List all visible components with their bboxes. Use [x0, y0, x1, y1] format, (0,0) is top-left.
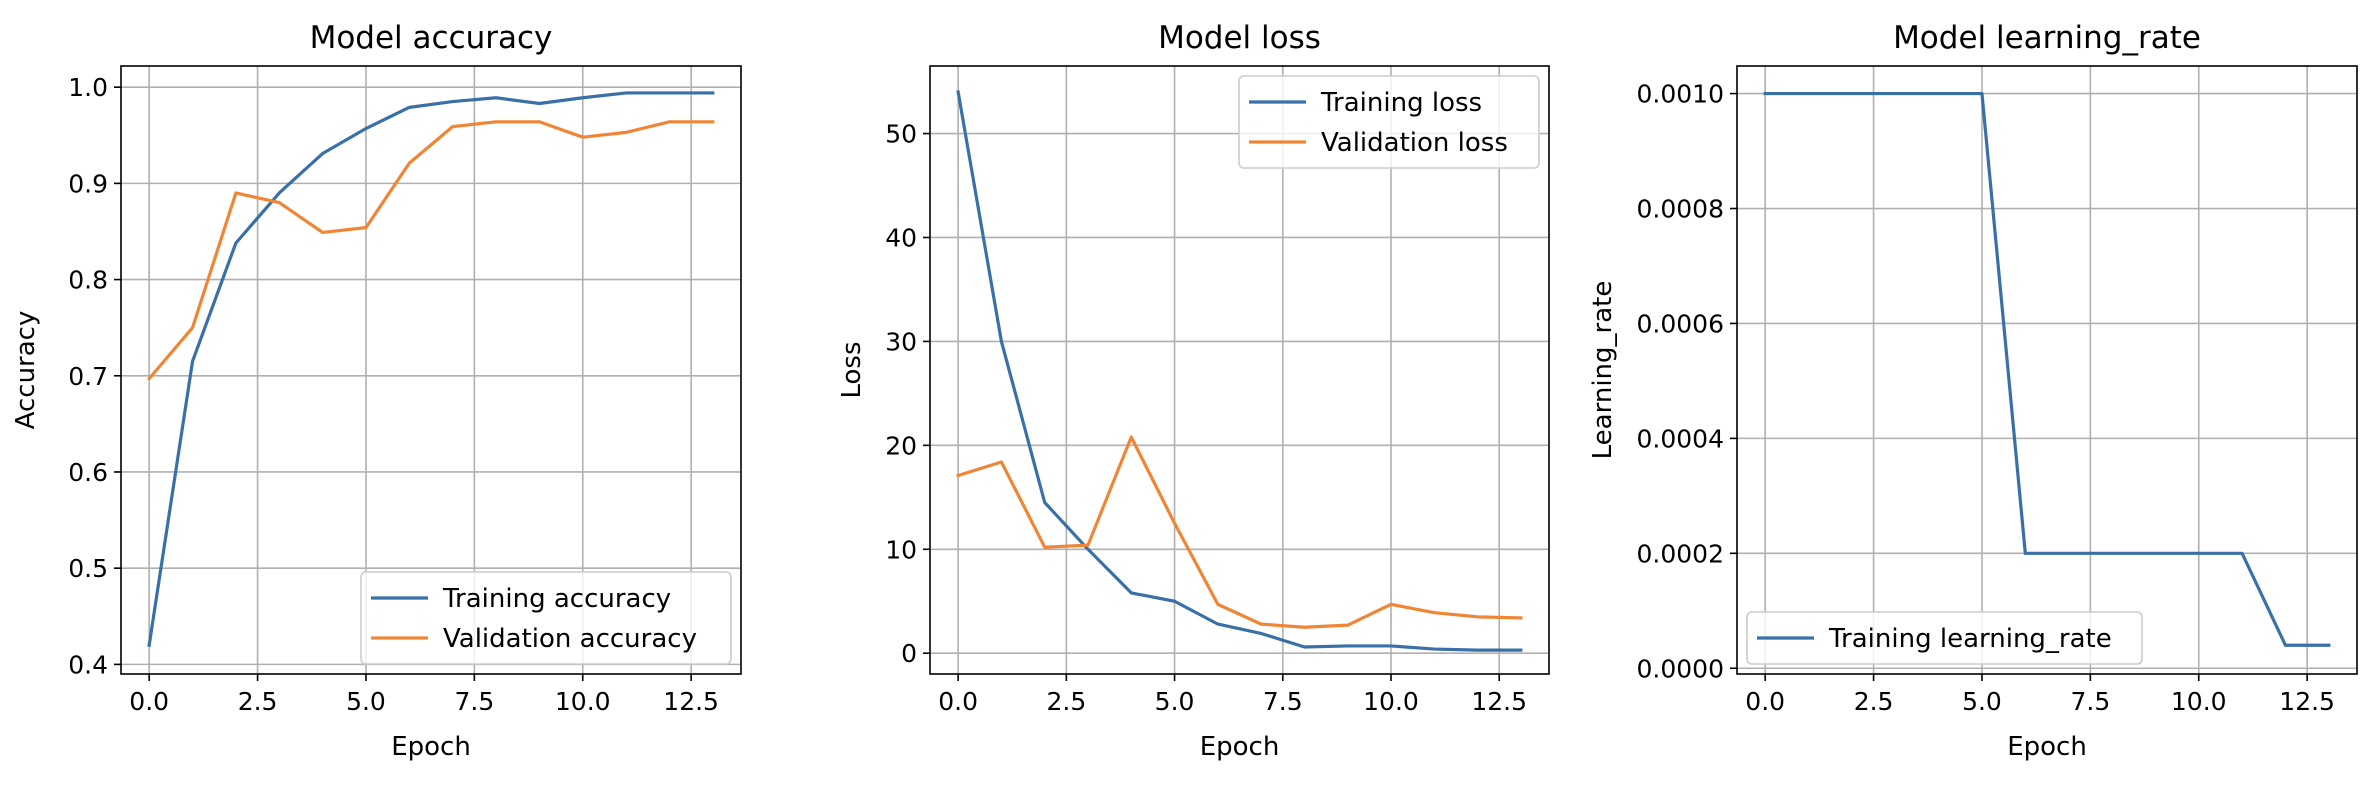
legend: Training learning_rate [1746, 611, 2143, 665]
x-tick-label: 2.5 [1046, 687, 1086, 716]
x-axis-label: Epoch [1200, 732, 1280, 762]
x-tick-label: 5.0 [1155, 687, 1195, 716]
legend: Training loss Validation loss [1238, 75, 1540, 169]
x-tick-label: 0.0 [1745, 687, 1785, 716]
y-axis-label: Learning_rate [1588, 281, 1618, 460]
legend-label: Training loss [1320, 88, 1482, 118]
x-tick-label: 10.0 [1363, 687, 1419, 716]
x-tick-label: 0.0 [129, 687, 169, 716]
x-tick-label: 5.0 [346, 687, 386, 716]
y-tick-label: 0.8 [68, 266, 108, 295]
x-tick-label: 0.0 [938, 687, 978, 716]
series-line-1 [1763, 91, 2331, 647]
chart-title: Model loss [1158, 20, 1321, 56]
x-tick-label: 7.5 [1263, 687, 1303, 716]
y-tick-label: 0.7 [68, 362, 108, 391]
x-tick-label: 12.5 [2279, 687, 2335, 716]
y-tick-label: 0.0006 [1637, 309, 1724, 338]
x-tick-label: 7.5 [454, 687, 494, 716]
chart-title: Model accuracy [310, 20, 553, 56]
y-axis-label: Loss [837, 341, 867, 398]
y-tick-label: 40 [885, 223, 917, 252]
chart-panel-3: 0.0 2.5 5.0 7.5 10.0 12.5 0.0000 0.0002 0.0004 0.… [1588, 20, 2358, 762]
x-tick-label: 10.0 [2171, 687, 2227, 716]
y-tick-label: 0.9 [68, 169, 108, 198]
y-tick-label: 20 [885, 431, 917, 460]
y-tick-label: 0.5 [68, 554, 108, 583]
series-line-2 [146, 120, 715, 381]
legend-box [1238, 75, 1540, 169]
y-tick-label: 30 [885, 327, 917, 356]
x-axis-label: Epoch [391, 732, 471, 762]
chart-title: Model learning_rate [1893, 20, 2201, 56]
y-tick-label: 1.0 [68, 73, 108, 102]
y-tick-label: 0.0000 [1637, 654, 1724, 683]
x-tick-label: 12.5 [1471, 687, 1527, 716]
y-axis-label: Accuracy [11, 311, 41, 430]
y-tick-label: 0.0004 [1637, 424, 1724, 453]
axes-frame [1736, 65, 2358, 675]
y-tick-label: 10 [885, 535, 917, 564]
x-tick-label: 10.0 [555, 687, 611, 716]
series-line-1 [956, 90, 1523, 652]
legend-label: Validation accuracy [443, 624, 697, 654]
legend-box [1746, 611, 2143, 665]
y-tick-label: 0 [901, 639, 917, 668]
legend-box [360, 571, 732, 665]
x-tick-label: 7.5 [2070, 687, 2110, 716]
legend-label: Training accuracy [442, 584, 671, 614]
x-tick-label: 12.5 [663, 687, 719, 716]
legend-label: Validation loss [1321, 128, 1508, 158]
axes-frame [929, 65, 1550, 675]
series-line-1 [147, 91, 715, 647]
legend: Training accuracy Validation accuracy [360, 571, 732, 665]
chart-panel-1: 0.0 2.5 5.0 7.5 10.0 12.5 0.4 0.5 0.6 0.7 0.8 0.9 1.… [11, 20, 742, 762]
x-tick-label: 5.0 [1962, 687, 2002, 716]
series-line-2 [956, 435, 1523, 629]
y-tick-label: 0.0010 [1637, 80, 1724, 109]
y-tick-label: 0.4 [68, 650, 108, 679]
y-tick-label: 50 [885, 120, 917, 149]
x-tick-label: 2.5 [238, 687, 278, 716]
legend-label: Training learning_rate [1828, 624, 2112, 654]
y-tick-label: 0.0008 [1637, 195, 1724, 224]
y-tick-label: 0.0002 [1637, 539, 1724, 568]
y-tick-label: 0.6 [68, 458, 108, 487]
axes-frame [120, 65, 742, 675]
chart-panel-2: 0.0 2.5 5.0 7.5 10.0 12.5 0 10 20 30 40 50 Model los… [837, 20, 1550, 762]
x-tick-label: 2.5 [1854, 687, 1894, 716]
x-axis-label: Epoch [2007, 732, 2087, 762]
